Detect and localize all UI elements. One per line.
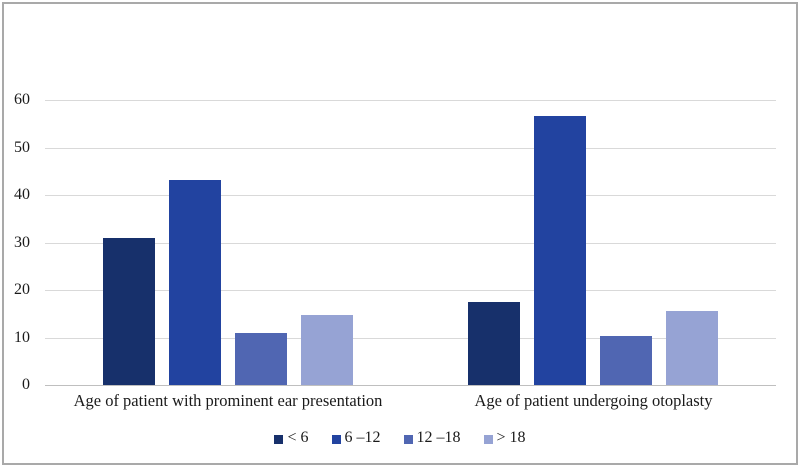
gridline: [45, 290, 776, 291]
y-tick-label: 60: [14, 91, 30, 108]
y-tick-label: 30: [14, 233, 30, 251]
bar-series3-category0: [300, 314, 353, 385]
bar-series2-category1: [600, 336, 653, 385]
bar-series0-category1: [468, 301, 521, 385]
legend-item-6-12: 6 –12: [331, 429, 381, 447]
x-category-label-presentation: Age of patient with prominent ear presen…: [73, 391, 383, 410]
legend-item-12-18: 12 –18: [403, 429, 461, 447]
legend-swatch-over-18-icon: [483, 434, 493, 444]
legend-swatch-12-18-icon: [403, 434, 413, 444]
y-tick-label: 0: [22, 376, 30, 393]
gridline: [45, 100, 776, 101]
y-tick-label: 10: [14, 328, 30, 346]
bar-series1-category0: [168, 179, 221, 385]
x-category-label-otoplasty: Age of patient undergoing otoplasty: [474, 391, 713, 410]
legend-item-over-18: > 18: [483, 429, 526, 447]
legend-swatch-6-12-icon: [331, 434, 341, 444]
legend-swatch-under-6-icon: [274, 434, 284, 444]
x-axis-line: [45, 385, 776, 386]
bar-series1-category1: [534, 115, 587, 385]
bar-series3-category1: [666, 311, 719, 385]
gridline: [45, 147, 776, 149]
bar-series2-category0: [234, 332, 287, 385]
legend-label-12-18: 12 –18: [416, 429, 461, 446]
legend-label-6-12: 6 –12: [344, 429, 381, 446]
gridline: [45, 195, 776, 196]
gridline: [45, 242, 776, 244]
legend: < 6 6 –12 12 –18 > 18: [0, 429, 800, 447]
y-tick-label: 50: [14, 138, 30, 156]
legend-item-under-6: < 6: [274, 429, 309, 447]
y-tick-label: 20: [14, 281, 30, 298]
plot-area: [45, 100, 776, 386]
y-tick-label: 40: [14, 186, 30, 203]
gridline: [45, 337, 776, 339]
bar-series0-category0: [102, 237, 155, 385]
legend-label-over-18: > 18: [496, 429, 526, 446]
legend-label-under-6: < 6: [287, 429, 309, 446]
